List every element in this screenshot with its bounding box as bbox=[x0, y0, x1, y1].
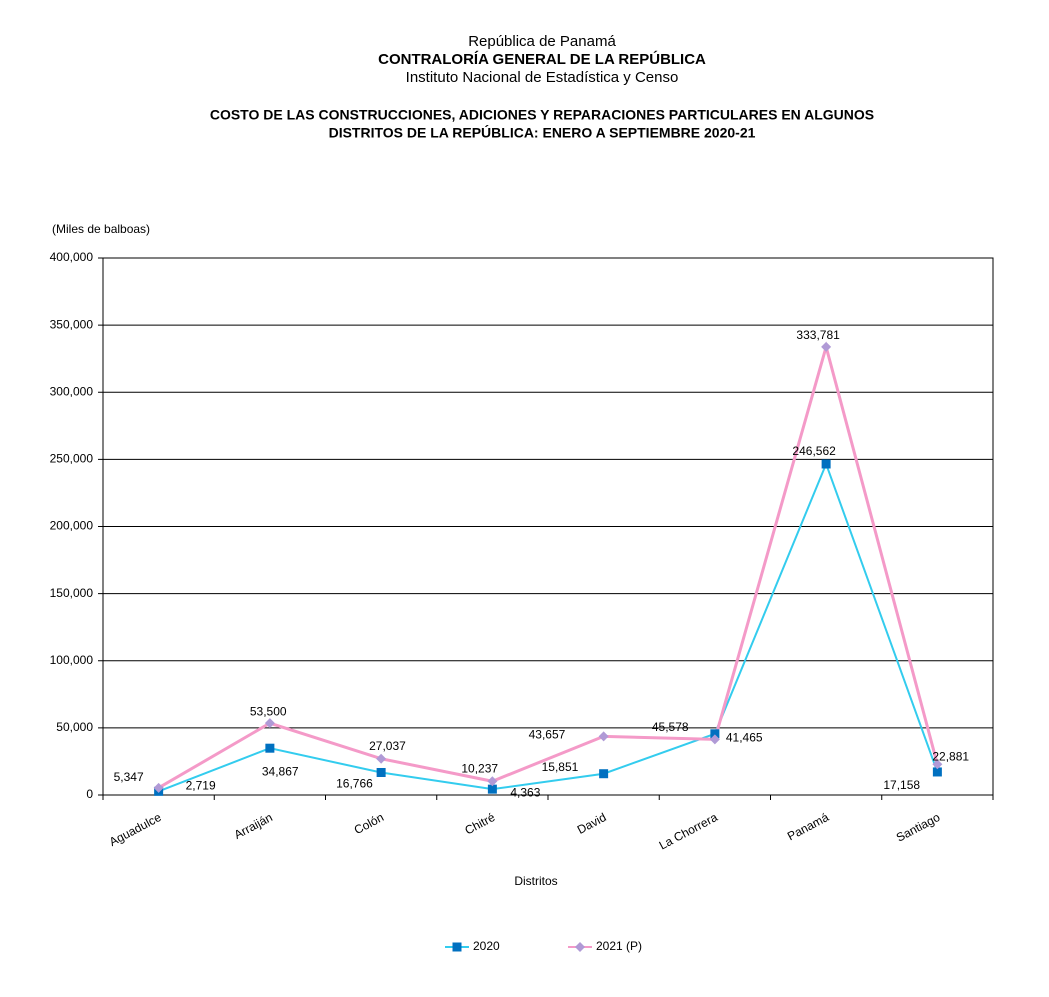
y-axis-label: (Miles de balboas) bbox=[52, 222, 150, 236]
x-tick-label: La Chorrera bbox=[657, 810, 720, 853]
data-label: 45,578 bbox=[652, 720, 689, 734]
y-tick-label: 400,000 bbox=[50, 250, 94, 264]
x-tick-label: Santiago bbox=[894, 810, 943, 845]
x-tick-label: Chitré bbox=[462, 810, 497, 838]
data-label: 43,657 bbox=[529, 728, 566, 742]
series-line bbox=[157, 341, 939, 790]
marker bbox=[710, 729, 720, 739]
series-line bbox=[158, 461, 939, 793]
data-label: 53,500 bbox=[250, 704, 287, 718]
data-label: 10,237 bbox=[461, 761, 498, 775]
marker bbox=[821, 341, 832, 352]
data-label: 15,851 bbox=[542, 760, 579, 774]
x-axis-label: Distritos bbox=[514, 874, 557, 888]
data-label: 34,867 bbox=[262, 764, 299, 778]
marker bbox=[376, 767, 386, 777]
y-tick-label: 300,000 bbox=[50, 384, 94, 398]
chart-title: DISTRITOS DE LA REPÚBLICA: ENERO A SEPTI… bbox=[329, 124, 756, 141]
marker bbox=[821, 459, 831, 469]
header-line: República de Panamá bbox=[468, 33, 616, 50]
marker bbox=[487, 776, 498, 787]
y-tick-label: 350,000 bbox=[50, 317, 94, 331]
data-label: 2,719 bbox=[186, 779, 216, 793]
marker bbox=[599, 769, 609, 779]
marker bbox=[598, 731, 609, 742]
marker bbox=[709, 734, 720, 745]
data-label: 4,363 bbox=[510, 785, 540, 799]
y-tick-label: 50,000 bbox=[56, 720, 93, 734]
data-label: 16,766 bbox=[336, 777, 373, 791]
y-tick-label: 0 bbox=[86, 787, 93, 801]
data-label: 27,037 bbox=[369, 739, 406, 753]
legend-marker bbox=[452, 942, 462, 952]
y-tick-label: 100,000 bbox=[50, 653, 94, 667]
x-tick-label: Arraiján bbox=[232, 810, 275, 842]
header-line: Instituto Nacional de Estadística y Cens… bbox=[406, 69, 679, 86]
marker bbox=[376, 753, 387, 764]
data-label: 246,562 bbox=[792, 444, 836, 458]
marker bbox=[932, 759, 943, 770]
header-line: CONTRALORÍA GENERAL DE LA REPÚBLICA bbox=[378, 50, 706, 68]
y-tick-label: 150,000 bbox=[50, 586, 94, 600]
data-label: 333,781 bbox=[796, 328, 840, 342]
legend-label: 2020 bbox=[473, 939, 500, 953]
data-label: 22,881 bbox=[932, 749, 969, 763]
chart-title: COSTO DE LAS CONSTRUCCIONES, ADICIONES Y… bbox=[210, 107, 874, 123]
y-tick-label: 200,000 bbox=[50, 519, 94, 533]
x-tick-label: Panamá bbox=[785, 810, 831, 843]
marker bbox=[932, 767, 942, 777]
x-tick-label: Colón bbox=[352, 810, 386, 837]
y-tick-label: 250,000 bbox=[50, 452, 94, 466]
x-tick-label: David bbox=[575, 810, 609, 837]
data-label: 17,158 bbox=[883, 778, 920, 792]
marker bbox=[487, 784, 497, 794]
legend-label: 2021 (P) bbox=[596, 939, 642, 953]
x-tick-label: Aguadulce bbox=[107, 810, 164, 849]
data-label: 5,347 bbox=[114, 770, 144, 784]
marker bbox=[265, 743, 275, 753]
marker bbox=[153, 782, 164, 793]
legend-marker bbox=[575, 942, 585, 952]
marker bbox=[264, 718, 275, 729]
data-label: 41,465 bbox=[726, 731, 763, 745]
